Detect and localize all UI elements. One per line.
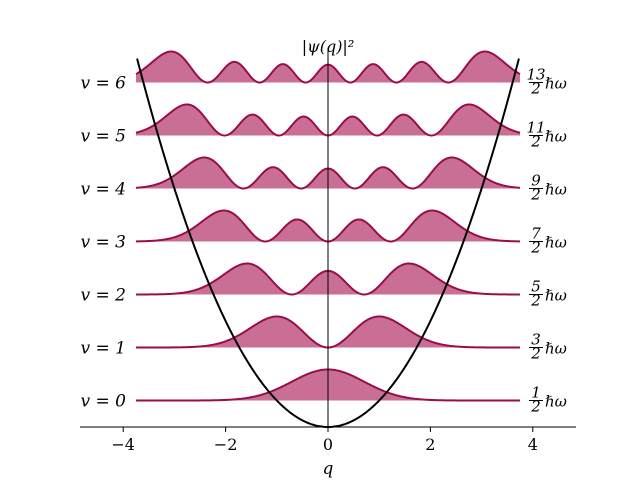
density-fill-v3: [136, 210, 520, 242]
energy-label-suffix: ℏω: [545, 75, 567, 93]
energy-label-suffix: ℏω: [545, 393, 567, 411]
energy-label-v5: 112 ℏω: [526, 119, 566, 151]
level-label-v6: v = 6: [81, 74, 127, 94]
energy-label-v3: 72 ℏω: [529, 225, 567, 257]
energy-label-numerator: 7: [531, 225, 541, 243]
energy-label-denominator: 2: [530, 133, 541, 151]
energy-label-denominator: 2: [530, 186, 541, 204]
energy-label-numerator: 1: [531, 384, 541, 402]
energy-label-numerator: 9: [531, 172, 541, 190]
x-tick-label: 2: [425, 435, 435, 454]
energy-label-denominator: 2: [530, 345, 541, 363]
chart-title: |ψ(q)|²: [302, 37, 354, 56]
x-axis-label: q: [323, 459, 334, 479]
x-axis-ticks: −4 −2 0 2 4: [111, 427, 538, 454]
level-labels: v = 0 12 ℏωv = 1 32 ℏωv = 2 52 ℏωv = 3 72 ℏωv = …: [81, 66, 567, 416]
energy-label-suffix: ℏω: [545, 287, 567, 305]
energy-label-suffix: ℏω: [545, 181, 567, 199]
x-tick-label: −4: [111, 435, 135, 454]
energy-label-suffix: ℏω: [545, 340, 567, 358]
energy-label-suffix: ℏω: [545, 128, 567, 146]
level-label-v4: v = 4: [81, 180, 126, 200]
level-label-v2: v = 2: [81, 286, 126, 306]
energy-label-numerator: 3: [531, 331, 541, 349]
energy-label-denominator: 2: [530, 292, 541, 310]
level-label-v3: v = 3: [81, 233, 126, 253]
level-label-v5: v = 5: [81, 127, 126, 147]
energy-label-v0: 12 ℏω: [529, 384, 567, 416]
energy-label-v2: 52 ℏω: [529, 278, 567, 310]
energy-label-v4: 92 ℏω: [529, 172, 567, 204]
x-tick-label: −2: [214, 435, 238, 454]
x-tick-label: 0: [323, 435, 333, 454]
energy-label-v1: 32 ℏω: [529, 331, 567, 363]
energy-label-denominator: 2: [530, 80, 541, 98]
energy-label-suffix: ℏω: [545, 234, 567, 252]
energy-label-numerator: 13: [526, 66, 545, 84]
energy-label-numerator: 5: [531, 278, 541, 296]
energy-label-v6: 132 ℏω: [526, 66, 566, 98]
level-label-v1: v = 1: [81, 339, 126, 359]
x-tick-label: 4: [528, 435, 538, 454]
plot-area: [135, 48, 521, 429]
level-label-v0: v = 0: [81, 392, 127, 412]
energy-label-numerator: 11: [526, 119, 545, 137]
density-fill-v5: [136, 104, 520, 136]
energy-label-denominator: 2: [530, 239, 541, 257]
energy-label-denominator: 2: [530, 398, 541, 416]
